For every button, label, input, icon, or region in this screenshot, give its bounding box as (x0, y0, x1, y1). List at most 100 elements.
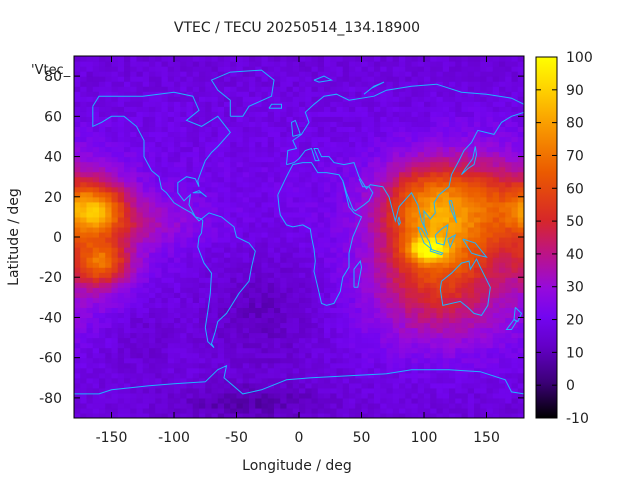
heatmap-cell (324, 352, 331, 359)
heatmap-cell (92, 252, 100, 258)
heatmap-cell (86, 277, 94, 283)
heatmap-cell (405, 206, 413, 213)
heatmap-cell (105, 106, 113, 112)
heatmap-cell (417, 111, 425, 117)
heatmap-cell (486, 252, 494, 258)
heatmap-cell (430, 317, 438, 324)
heatmap-cell (205, 81, 213, 87)
heatmap-cell (324, 237, 331, 243)
heatmap-cell (86, 101, 94, 107)
heatmap-cell (305, 101, 313, 107)
heatmap-cell (280, 141, 288, 148)
heatmap-cell (211, 302, 219, 308)
heatmap-cell (292, 101, 300, 107)
heatmap-cell (455, 91, 463, 97)
heatmap-cell (80, 151, 88, 158)
heatmap-cell (292, 272, 300, 278)
heatmap-cell (86, 322, 94, 329)
heatmap-cell (486, 387, 494, 394)
heatmap-cell (480, 362, 488, 369)
heatmap-cell (249, 342, 256, 349)
heatmap-cell (267, 372, 275, 379)
heatmap-cell (274, 141, 281, 148)
heatmap-cell (236, 297, 244, 303)
heatmap-cell (386, 91, 394, 97)
heatmap-cell (155, 196, 163, 203)
heatmap-cell (480, 257, 488, 263)
heatmap-cell (374, 56, 381, 62)
heatmap-cell (467, 322, 475, 329)
heatmap-cell (242, 166, 250, 173)
heatmap-cell (274, 136, 281, 143)
heatmap-cell (349, 382, 356, 389)
heatmap-cell (455, 327, 463, 334)
heatmap-cell (455, 106, 463, 112)
heatmap-cell (386, 397, 394, 404)
heatmap-cell (374, 101, 381, 107)
heatmap-cell (274, 272, 281, 278)
heatmap-cell (311, 231, 319, 238)
heatmap-cell (486, 407, 494, 414)
heatmap-cell (492, 322, 500, 329)
heatmap-cell (99, 141, 106, 148)
heatmap-cell (80, 267, 88, 273)
heatmap-cell (330, 337, 338, 344)
heatmap-cell (361, 297, 369, 303)
heatmap-cell (217, 171, 225, 178)
heatmap-cell (117, 382, 125, 389)
heatmap-cell (155, 201, 163, 208)
heatmap-cell (392, 201, 400, 208)
heatmap-cell (455, 156, 463, 163)
heatmap-cell (455, 267, 463, 273)
heatmap-cell (424, 81, 431, 87)
heatmap-cell (242, 402, 250, 409)
heatmap-cell (99, 76, 106, 82)
heatmap-cell (317, 287, 325, 293)
heatmap-cell (330, 377, 338, 384)
heatmap-cell (286, 121, 294, 127)
heatmap-cell (117, 56, 125, 62)
heatmap-cell (505, 322, 513, 329)
heatmap-cell (499, 407, 506, 414)
heatmap-cell (449, 377, 456, 384)
heatmap-cell (174, 166, 181, 173)
heatmap-cell (499, 121, 506, 127)
heatmap-cell (405, 71, 413, 77)
heatmap-cell (367, 76, 375, 82)
heatmap-cell (305, 196, 313, 203)
heatmap-cell (274, 216, 281, 223)
heatmap-cell (192, 267, 200, 273)
heatmap-cell (267, 221, 275, 228)
heatmap-cell (186, 186, 194, 193)
heatmap-cell (174, 171, 181, 178)
heatmap-cell (417, 237, 425, 243)
heatmap-cell (199, 247, 206, 253)
heatmap-cell (474, 402, 481, 409)
heatmap-cell (161, 397, 169, 404)
heatmap-cell (399, 302, 406, 308)
heatmap-cell (205, 307, 213, 314)
heatmap-cell (274, 116, 281, 122)
heatmap-cell (255, 412, 263, 418)
heatmap-cell (392, 252, 400, 258)
heatmap-cell (186, 302, 194, 308)
heatmap-cell (280, 66, 288, 72)
heatmap-cell (142, 352, 150, 359)
heatmap-cell (317, 282, 325, 288)
heatmap-cell (280, 292, 288, 298)
heatmap-cell (392, 237, 400, 243)
heatmap-cell (442, 221, 450, 228)
heatmap-cell (217, 226, 225, 233)
heatmap-cell (336, 196, 344, 203)
heatmap-cell (130, 377, 138, 384)
heatmap-cell (474, 176, 481, 183)
heatmap-cell (136, 252, 144, 258)
heatmap-cell (249, 176, 256, 183)
heatmap-cell (80, 392, 88, 399)
heatmap-cell (205, 171, 213, 178)
heatmap-cell (455, 352, 463, 359)
heatmap-cell (74, 101, 81, 107)
heatmap-cell (186, 171, 194, 178)
heatmap-cell (155, 337, 163, 344)
heatmap-cell (486, 81, 494, 87)
